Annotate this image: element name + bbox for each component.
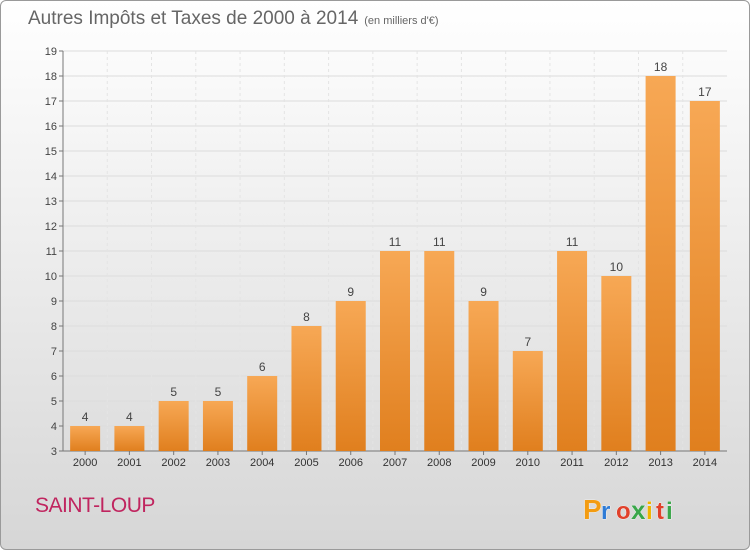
x-tick-label: 2004 bbox=[250, 457, 274, 469]
x-tick-label: 2000 bbox=[73, 457, 97, 469]
y-tick-label: 3 bbox=[51, 446, 57, 458]
y-tick-label: 18 bbox=[45, 71, 57, 83]
bar bbox=[335, 301, 366, 451]
y-tick-label: 19 bbox=[45, 46, 57, 58]
commune-name: SAINT-LOUP bbox=[35, 494, 155, 517]
x-tick-label: 2013 bbox=[648, 457, 672, 469]
bars bbox=[70, 76, 720, 451]
data-label: 18 bbox=[654, 60, 668, 74]
axes: 3 4 5 6 7 8 9 10 11 12 13 14 15 16 17 18 19 2000 2001 2002 2… bbox=[45, 46, 727, 469]
bar bbox=[645, 76, 676, 451]
y-tick-label: 15 bbox=[45, 146, 57, 158]
bar-chart: 3 4 5 6 7 8 9 10 11 12 13 14 15 16 17 18 19 2000 2001 2002 2… bbox=[45, 46, 727, 469]
bar bbox=[380, 251, 410, 451]
y-tick-label: 5 bbox=[51, 396, 57, 408]
bar bbox=[424, 251, 455, 451]
unit-label: (en milliers d'€) bbox=[364, 15, 439, 27]
data-label: 5 bbox=[170, 385, 177, 399]
data-label: 6 bbox=[259, 360, 266, 374]
bar bbox=[202, 401, 233, 451]
y-tick-label: 8 bbox=[51, 321, 57, 333]
chart-title: Autres Impôts et Taxes de 2000 à 2014 (en… bbox=[28, 8, 439, 30]
x-tick-label: 2009 bbox=[471, 457, 495, 469]
logo-letter: i bbox=[646, 498, 653, 525]
y-tick-label: 14 bbox=[45, 171, 57, 183]
x-tick-label: 2007 bbox=[383, 457, 407, 469]
labels: 4 4 5 5 6 8 9 11 11 9 7 11 10 18 17 bbox=[82, 60, 712, 424]
bar bbox=[70, 426, 101, 451]
data-label: 5 bbox=[215, 385, 222, 399]
data-label: 9 bbox=[480, 285, 487, 299]
chart-title-text: Autres Impôts et Taxes de 2000 à 2014 bbox=[28, 8, 359, 29]
data-label: 4 bbox=[82, 410, 89, 424]
y-tick-label: 4 bbox=[51, 421, 57, 433]
y-tick-label: 13 bbox=[45, 196, 57, 208]
x-tick-label: 2003 bbox=[206, 457, 230, 469]
data-label: 7 bbox=[524, 335, 531, 349]
bar bbox=[468, 301, 499, 451]
bar bbox=[247, 376, 278, 451]
logo-letter: t bbox=[656, 498, 664, 525]
bar bbox=[291, 326, 322, 451]
data-label: 8 bbox=[303, 310, 310, 324]
x-tick-label: 2008 bbox=[427, 457, 451, 469]
data-label: 4 bbox=[126, 410, 133, 424]
data-label: 11 bbox=[566, 235, 579, 249]
bar bbox=[114, 426, 145, 451]
x-tick-label: 2006 bbox=[338, 457, 362, 469]
data-label: 9 bbox=[347, 285, 354, 299]
y-tick-label: 10 bbox=[45, 271, 57, 283]
y-tick-label: 12 bbox=[45, 221, 57, 233]
x-tick-label: 2002 bbox=[161, 457, 185, 469]
y-tick-label: 7 bbox=[51, 346, 57, 358]
bar bbox=[158, 401, 189, 451]
y-tick-label: 6 bbox=[51, 371, 57, 383]
bar bbox=[689, 101, 720, 451]
y-tick-label: 9 bbox=[51, 296, 57, 308]
logo-letter: r bbox=[601, 498, 610, 525]
data-label: 11 bbox=[389, 235, 402, 249]
data-label: 10 bbox=[610, 260, 624, 274]
x-tick-label: 2001 bbox=[117, 457, 141, 469]
bar bbox=[557, 251, 588, 451]
data-label: 11 bbox=[433, 235, 446, 249]
logo-letter: o bbox=[616, 498, 631, 525]
bar bbox=[601, 276, 632, 451]
logo-letter: x bbox=[631, 495, 646, 525]
x-tick-label: 2005 bbox=[294, 457, 318, 469]
y-tick-label: 17 bbox=[45, 96, 57, 108]
x-tick-label: 2014 bbox=[693, 457, 717, 469]
logo-letter: i bbox=[666, 498, 673, 525]
x-tick-label: 2011 bbox=[560, 457, 584, 469]
x-tick-label: 2012 bbox=[604, 457, 628, 469]
y-tick-label: 16 bbox=[45, 121, 57, 133]
x-tick-label: 2010 bbox=[516, 457, 540, 469]
y-tick-label: 11 bbox=[46, 246, 57, 258]
bar bbox=[512, 351, 543, 451]
logo-letter: P bbox=[583, 494, 602, 525]
data-label: 17 bbox=[698, 85, 712, 99]
